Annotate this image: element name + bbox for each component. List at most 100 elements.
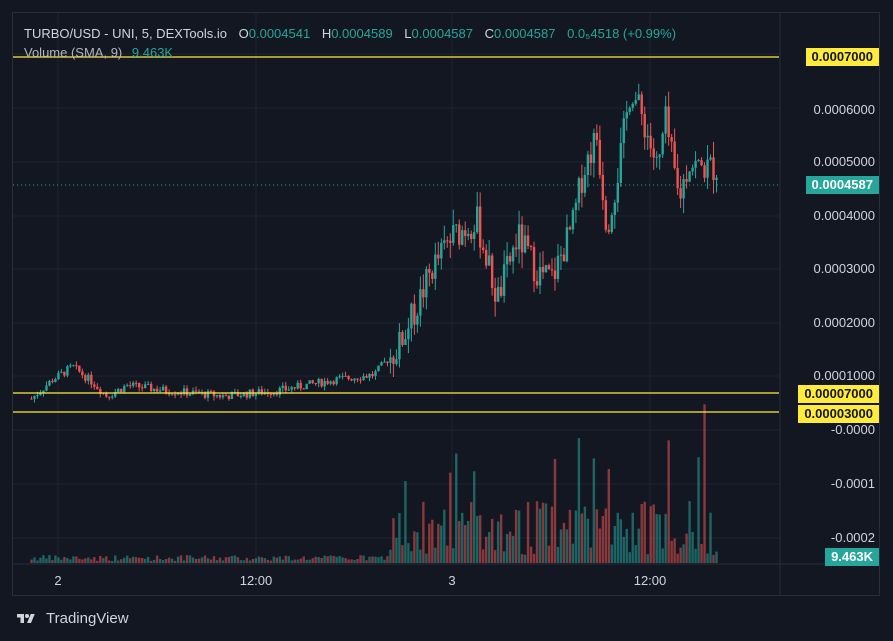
candle-body	[694, 160, 697, 168]
volume-bar	[335, 556, 338, 563]
volume-bar	[78, 558, 81, 563]
volume-bar	[535, 501, 539, 563]
volume-bar	[404, 481, 407, 563]
candle-body	[117, 388, 120, 393]
volume-bar	[146, 556, 150, 563]
chart-frame[interactable]	[12, 12, 880, 596]
candle-body	[607, 229, 611, 232]
candle-body	[446, 240, 449, 242]
volume-bar	[320, 557, 323, 563]
candle-body	[93, 384, 96, 387]
volume-bar	[443, 509, 446, 563]
candle-body	[224, 395, 228, 397]
volume-bar	[697, 457, 700, 563]
candle-body	[511, 247, 515, 262]
candle-body	[302, 388, 305, 390]
volume-bar	[703, 404, 706, 563]
candle-body	[386, 361, 389, 363]
volume-bar	[628, 552, 631, 563]
candle-body	[431, 272, 434, 279]
candle-body	[365, 376, 368, 378]
candle-body	[48, 380, 51, 386]
candle-body	[586, 154, 590, 176]
candle-body	[625, 112, 628, 119]
volume-bar	[236, 557, 240, 563]
volume-bar	[422, 501, 425, 563]
candle-body	[51, 380, 54, 383]
volume-legend[interactable]: Volume (SMA, 9) 9.463K	[24, 45, 173, 60]
candle-body	[434, 254, 437, 279]
volume-bar	[33, 557, 36, 563]
candle-body	[245, 392, 249, 398]
volume-bar	[114, 555, 117, 563]
ohlc-open-value: 0.0004541	[248, 26, 311, 41]
candle-body	[458, 224, 461, 245]
volume-bar	[140, 557, 144, 563]
candle-body	[709, 157, 712, 160]
candle-body	[218, 395, 222, 398]
candle-body	[490, 255, 494, 289]
candle-body	[338, 376, 341, 378]
volume-bar	[392, 518, 395, 563]
volume-bar	[221, 560, 225, 563]
volume-bar	[401, 545, 404, 563]
volume-bar	[398, 513, 401, 563]
candle-body	[126, 385, 129, 387]
candle-body	[173, 394, 177, 396]
candle-body	[170, 394, 174, 396]
candle-body	[580, 178, 584, 193]
volume-bar	[132, 556, 135, 563]
volume-bar	[413, 531, 416, 563]
candle-body	[176, 393, 180, 395]
volume-bar	[625, 528, 628, 563]
horizontal-lines[interactable]	[13, 56, 779, 413]
candlestick-series	[30, 83, 718, 403]
volume-bar	[380, 556, 383, 563]
candle-body	[287, 389, 290, 391]
candle-body	[577, 178, 581, 203]
volume-bar	[715, 551, 718, 563]
volume-bar	[562, 522, 566, 563]
volume-bar	[595, 509, 599, 563]
candle-body	[526, 235, 530, 246]
candle-body	[129, 385, 132, 387]
line-tag-top: 0.0007000	[805, 48, 879, 66]
volume-bar	[589, 547, 593, 563]
volume-bar	[341, 557, 344, 563]
candle-body	[368, 373, 371, 378]
candle-body	[601, 174, 605, 201]
candle-body	[461, 230, 464, 245]
volume-bar	[667, 440, 670, 563]
candle-body	[293, 387, 296, 389]
ohlc-high-value: 0.0004589	[331, 26, 393, 41]
volume-bar	[622, 536, 625, 563]
volume-bar	[673, 538, 676, 563]
tradingview-brand: TradingView	[46, 610, 129, 627]
candle-body	[308, 380, 311, 384]
volume-bar	[431, 519, 434, 563]
volume-bar	[302, 556, 305, 563]
volume-bar	[251, 559, 255, 563]
candle-body	[616, 182, 619, 203]
candle-body	[691, 167, 694, 172]
tradingview-logo-icon	[17, 613, 35, 623]
line-tag-low: 0.00003000	[798, 405, 879, 423]
volume-bar	[434, 547, 437, 563]
volume-bar	[179, 555, 183, 563]
candle-body	[161, 386, 165, 391]
volume-bar	[449, 472, 452, 563]
volume-bar	[637, 528, 640, 563]
volume-bar	[287, 556, 290, 563]
candle-body	[565, 227, 569, 262]
candle-body	[66, 366, 69, 376]
volume-bar	[577, 438, 581, 563]
ohlc-open-key: O	[238, 26, 249, 41]
price-axis-label: 0.0004000	[813, 208, 875, 223]
candle-body	[182, 388, 186, 395]
volume-bar	[69, 559, 72, 563]
volume-bar	[203, 555, 207, 563]
symbol-title[interactable]: TURBO/USD - UNI, 5, DEXTools.io	[24, 26, 227, 41]
tradingview-footer[interactable]: TradingView	[14, 610, 129, 627]
candle-body	[317, 378, 320, 384]
